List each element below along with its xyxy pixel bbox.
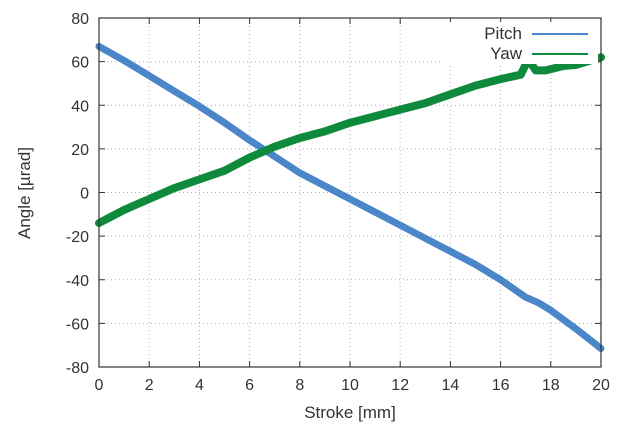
y-axis-title: Angle [µrad] (15, 147, 34, 239)
x-tick-label: 10 (341, 377, 359, 394)
data-point-yaw (422, 100, 428, 106)
data-point-pitch (347, 196, 353, 202)
x-tick-label: 14 (442, 377, 460, 394)
data-point-pitch (523, 294, 529, 300)
legend-label-yaw: Yaw (490, 44, 523, 63)
x-tick-label: 16 (492, 377, 510, 394)
data-point-yaw (247, 155, 253, 161)
data-point-pitch (498, 277, 504, 283)
data-point-pitch (548, 307, 554, 313)
y-tick-label: -60 (66, 316, 89, 333)
data-point-pitch (222, 120, 227, 126)
y-tick-label: 80 (71, 11, 89, 28)
x-axis-title: Stroke [mm] (304, 403, 396, 422)
data-point-pitch (297, 170, 303, 176)
data-point-yaw (196, 176, 202, 182)
data-point-pitch (196, 103, 202, 109)
data-point-pitch (121, 58, 127, 63)
data-point-yaw (533, 67, 539, 73)
data-point-yaw (347, 120, 353, 126)
data-point-yaw (171, 185, 177, 191)
x-tick-label: 12 (391, 377, 409, 394)
data-point-pitch (397, 222, 403, 228)
y-tick-label: 60 (71, 55, 89, 72)
y-tick-label: 20 (71, 142, 89, 159)
data-point-yaw (222, 168, 227, 174)
x-tick-label: 8 (295, 377, 304, 394)
data-point-pitch (322, 183, 328, 189)
data-point-yaw (322, 128, 328, 134)
ticks: 0 2 4 6 8 10 12 14 16 18 20 -80 -60 -40 -20 0 20 40 60 80 (66, 11, 610, 394)
y-tick-label: 0 (80, 186, 89, 203)
x-tick-label: 2 (145, 377, 154, 394)
data-point-yaw (297, 135, 303, 141)
data-point-yaw (518, 72, 524, 78)
data-point-pitch (146, 73, 152, 79)
legend: Pitch Yaw (440, 22, 598, 64)
y-tick-label: 40 (71, 98, 89, 115)
x-tick-label: 6 (245, 377, 254, 394)
data-point-pitch (171, 88, 177, 94)
data-point-yaw (121, 207, 127, 213)
data-point-yaw (146, 196, 152, 202)
x-tick-label: 20 (592, 377, 610, 394)
x-tick-label: 18 (542, 377, 560, 394)
data-point-yaw (473, 83, 478, 89)
legend-label-pitch: Pitch (484, 24, 522, 43)
x-tick-label: 0 (95, 377, 104, 394)
data-point-yaw (543, 67, 549, 73)
data-point-yaw (560, 63, 566, 69)
data-point-pitch (473, 262, 478, 267)
y-tick-label: -40 (66, 273, 89, 290)
data-point-pitch (272, 154, 278, 159)
data-point-pitch (447, 248, 453, 254)
series-group (95, 42, 605, 352)
data-point-pitch (422, 235, 428, 241)
data-point-pitch (247, 137, 253, 143)
x-tick-label: 4 (195, 377, 204, 394)
data-point-yaw (397, 107, 403, 113)
data-point-yaw (447, 91, 453, 97)
y-tick-label: -80 (66, 360, 89, 377)
data-point-pitch (535, 300, 541, 306)
data-point-pitch (510, 286, 516, 291)
y-tick-label: -20 (66, 229, 89, 246)
data-point-yaw (372, 113, 378, 119)
data-point-pitch (573, 326, 579, 332)
data-point-pitch (372, 209, 378, 215)
data-point-yaw (498, 76, 504, 82)
data-point-yaw (272, 144, 278, 150)
